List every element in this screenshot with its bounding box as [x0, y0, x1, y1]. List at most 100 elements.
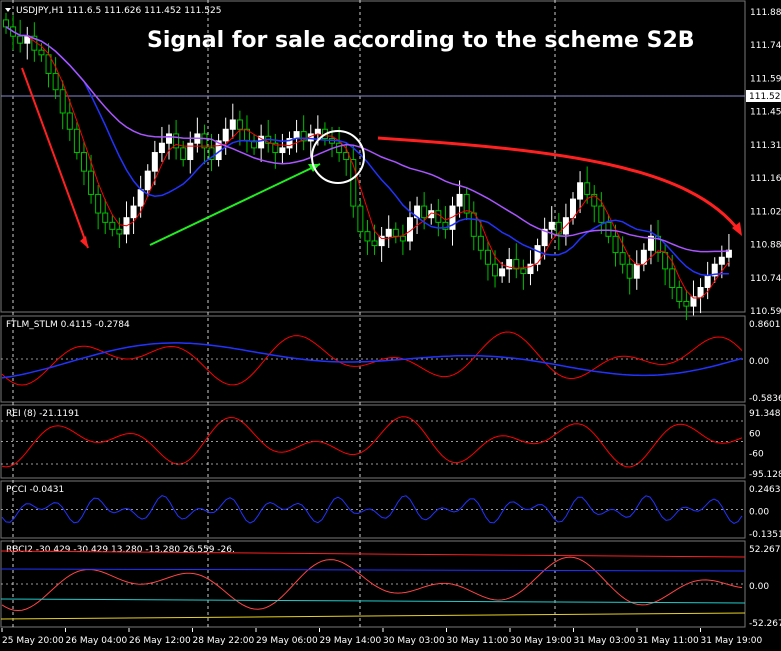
candle-body — [272, 142, 279, 154]
candle-body — [88, 170, 95, 195]
candle-body — [711, 263, 718, 277]
candle-body — [506, 259, 513, 270]
time-tick-label: 30 May 19:00 — [510, 636, 572, 646]
candle-body — [626, 263, 633, 279]
candle-body — [3, 19, 9, 28]
candle-body — [151, 152, 158, 172]
candle-body — [17, 35, 24, 44]
indicator-tick-label: 60 — [749, 429, 761, 439]
candle-body — [109, 221, 116, 230]
candle-body — [520, 268, 527, 275]
candle-body — [612, 235, 619, 254]
candle-body — [137, 189, 144, 207]
time-tick-label: 25 May 20:00 — [2, 636, 64, 646]
candle-body — [555, 221, 562, 235]
main-panel-frame — [0, 0, 746, 313]
indicator-header: FTLM_STLM 0.4115 -0.2784 — [6, 320, 130, 330]
candle-body — [258, 135, 265, 149]
annotation-arrows — [21, 67, 742, 249]
candle-body — [229, 119, 236, 130]
collapse-triangle-icon[interactable] — [5, 8, 11, 12]
candle-body — [456, 193, 463, 207]
candle-body — [38, 49, 45, 56]
indicator-tick-label: -52.267 — [749, 619, 781, 629]
candle-body — [697, 286, 704, 298]
time-tick-label: 31 May 19:00 — [701, 636, 763, 646]
time-tick-label: 29 May 14:00 — [320, 636, 382, 646]
price-tick-label: 111.599 — [750, 74, 781, 84]
price-tick-label: 110.599 — [750, 307, 781, 317]
up-arrow — [149, 163, 321, 246]
candle-body — [45, 54, 52, 74]
candle-body — [676, 286, 683, 302]
price-tick-label: 111.459 — [750, 108, 781, 118]
indicator-tick-label: 0.00 — [749, 357, 769, 367]
price-tick-label: 111.169 — [750, 174, 781, 184]
candle-body — [527, 263, 534, 275]
candle-body — [683, 300, 690, 307]
candle-body — [180, 147, 187, 161]
down-arrow-2 — [377, 136, 742, 233]
candle-body — [385, 228, 392, 237]
candle-body — [534, 245, 541, 265]
candle-body — [605, 221, 612, 237]
time-tick-label: 29 May 06:00 — [256, 636, 318, 646]
candle-body — [492, 263, 499, 277]
symbol-header: USDJPY,H1 111.6.5 111.626 111.452 111.52… — [16, 6, 221, 16]
candle-body — [73, 128, 80, 154]
candle-body — [166, 133, 173, 144]
pcci-line — [1, 495, 743, 524]
candle-body — [251, 140, 258, 149]
candle-body — [392, 228, 399, 237]
candle-body — [95, 193, 102, 214]
candle-body — [619, 252, 626, 265]
price-tick-label: 110.884 — [750, 241, 781, 251]
price-tick-label: 111.884 — [750, 8, 781, 18]
indicator-tick-label: 0.00 — [749, 508, 769, 518]
indicator-panels: FTLM_STLM 0.4115 -0.2784 0.8601 0.00 -0.583… — [0, 320, 781, 629]
candle-body — [201, 133, 208, 149]
slow-ma-line — [5, 26, 729, 253]
candle-body — [66, 112, 73, 130]
indicator-tick-label: 52.267 — [749, 545, 781, 555]
candle-body — [236, 119, 243, 130]
time-tick-label: 30 May 11:00 — [447, 636, 509, 646]
indicator-header: PCCI -0.0431 — [6, 485, 64, 495]
indicator-tick-label: -60 — [749, 450, 764, 460]
candle-body — [80, 152, 87, 172]
candle-body — [435, 210, 442, 223]
candle-body — [187, 142, 194, 161]
candle-body — [144, 170, 151, 191]
candle-body — [102, 212, 109, 223]
indicator-tick-label: -95.128 — [749, 470, 781, 480]
indicator-tick-label: 91.348 — [749, 409, 781, 419]
time-tick-label: 31 May 03:00 — [574, 636, 636, 646]
candle-body — [343, 152, 350, 161]
candle-body — [371, 240, 378, 247]
candle-body — [442, 221, 449, 230]
indicator-tick-label: -0.1351 — [749, 530, 781, 540]
signal-annotation-text: Signal for sale according to the scheme … — [147, 28, 695, 53]
candle-body — [704, 275, 711, 288]
current-price-badge — [746, 90, 781, 102]
candle-body — [477, 235, 484, 251]
candle-body — [633, 263, 640, 279]
rei-line — [1, 416, 743, 468]
candle-body — [208, 147, 215, 161]
candle-body — [173, 133, 180, 149]
candle-body — [300, 131, 307, 142]
candle-body — [378, 235, 385, 247]
time-tick-label: 28 May 22:00 — [193, 636, 255, 646]
candle-body — [548, 221, 555, 230]
candle-body — [336, 142, 343, 154]
price-tick-label: 111.314 — [750, 141, 781, 151]
candle-body — [569, 198, 576, 219]
time-tick-label: 26 May 12:00 — [129, 636, 191, 646]
candle-body — [399, 235, 406, 242]
stlm-line — [1, 342, 743, 379]
candle-body — [584, 182, 591, 195]
candle-body — [158, 142, 165, 154]
time-axis: 25 May 20:00 26 May 04:00 26 May 12:00 28 M… — [1, 628, 763, 646]
price-tick-label: 111.744 — [750, 41, 781, 51]
